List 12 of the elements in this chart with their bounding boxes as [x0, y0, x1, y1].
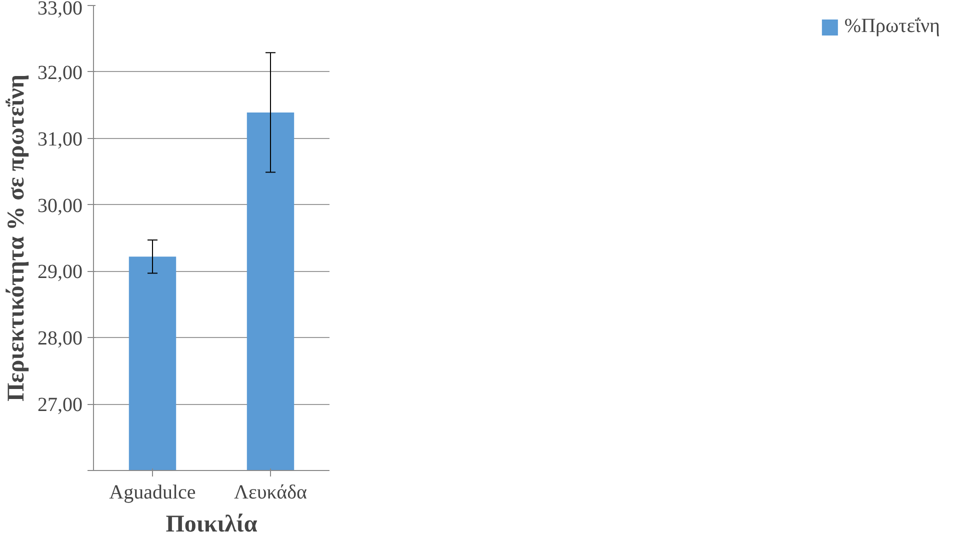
legend-label: %Πρωτεΐνη	[844, 15, 940, 38]
y-tick-label: 27,00	[38, 394, 82, 416]
y-tick-label: 29,00	[38, 261, 82, 284]
x-axis-title: Ποικιλία	[166, 512, 258, 538]
y-axis-title: Περιεκτικότητα % σε πρωτεΐνη	[4, 74, 30, 402]
x-tick-label: Λευκάδα	[234, 482, 308, 504]
x-tick-label: Aguadulce	[109, 482, 196, 504]
y-tick-label: 30,00	[38, 194, 82, 217]
y-tick-label: 28,00	[38, 328, 82, 350]
y-tick-label: 32,00	[38, 62, 82, 84]
y-tick-label: 31,00	[38, 128, 82, 150]
y-tick-label: 33,00	[38, 0, 82, 20]
